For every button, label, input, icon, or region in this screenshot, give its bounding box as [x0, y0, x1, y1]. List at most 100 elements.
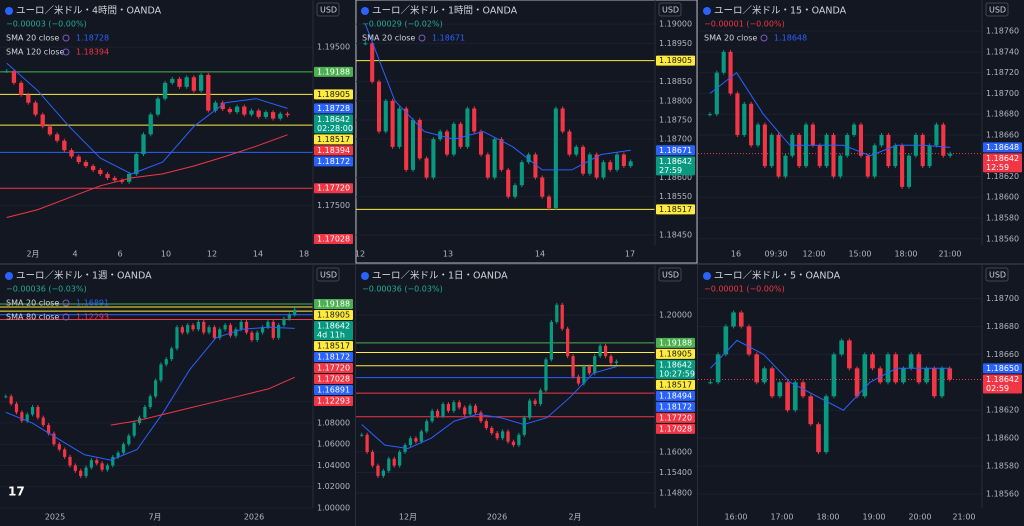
price-label: 1.18642 [986, 154, 1019, 163]
candle [213, 102, 218, 111]
candle [749, 103, 754, 146]
price-label-bg [983, 363, 1022, 374]
price-label-bg [983, 374, 1022, 394]
candle [76, 156, 81, 163]
price-label: 1.18172 [317, 352, 350, 361]
candle [249, 110, 254, 115]
candle [723, 326, 729, 355]
candle [164, 359, 168, 365]
price-label-bg [314, 103, 353, 114]
price-label-bg [656, 55, 695, 66]
price-label-bg [314, 298, 353, 309]
currency-button[interactable] [316, 267, 340, 282]
currency-button[interactable] [316, 2, 340, 17]
candle [20, 412, 24, 421]
candle [119, 180, 125, 182]
candle [603, 345, 608, 357]
candle [392, 458, 396, 466]
y-tick-label: 1.18620 [986, 172, 1019, 181]
candle [11, 70, 17, 83]
candle [571, 356, 575, 377]
candle [376, 465, 380, 476]
indicator-name[interactable]: SMA 20 close [704, 34, 757, 43]
candle [555, 304, 559, 322]
candle [538, 390, 543, 405]
price-label: 1.19188 [317, 299, 350, 308]
price-label-bg [314, 145, 353, 156]
candle [47, 126, 53, 135]
candle [609, 356, 613, 363]
currency-label[interactable]: USD [320, 6, 337, 15]
price-countdown: 4d 11h [317, 330, 345, 339]
candle [148, 396, 152, 407]
x-tick-label: 14 [253, 250, 263, 259]
price-label: 1.17720 [659, 413, 692, 422]
candle [360, 434, 364, 436]
indicator-name[interactable]: SMA 80 close [6, 313, 59, 322]
candle [816, 424, 821, 453]
x-tick-label: 13 [443, 250, 453, 259]
candle [490, 427, 494, 434]
indicator-value: 1.16891 [76, 299, 109, 308]
candle [46, 425, 51, 434]
candle [441, 404, 445, 416]
candle [105, 173, 110, 178]
indicator-name[interactable]: SMA 120 close [6, 48, 64, 57]
candle [549, 321, 554, 360]
price-label: 1.18172 [659, 402, 692, 411]
y-tick-label: 1.08000 [317, 418, 350, 427]
indicator-icon [62, 48, 70, 56]
candle [363, 43, 368, 45]
x-tick-label: 12月 [399, 513, 417, 522]
x-tick-label: 18:00 [894, 250, 917, 259]
price-countdown: 02:59 [986, 384, 1009, 393]
currency-label[interactable]: USD [989, 6, 1006, 15]
y-tick-label: 1.18760 [986, 27, 1019, 36]
indicator-name[interactable]: SMA 20 close [6, 34, 59, 43]
currency-label[interactable]: USD [989, 271, 1006, 280]
currency-button[interactable] [985, 267, 1009, 282]
price-label: 1.18494 [659, 391, 692, 400]
candle [278, 113, 283, 119]
candle [566, 328, 570, 357]
candle [132, 422, 136, 436]
symbol-icon [361, 272, 369, 280]
currency-label[interactable]: USD [320, 271, 337, 280]
candle [735, 93, 740, 135]
candle [73, 465, 77, 471]
candle [839, 340, 844, 355]
candle [714, 72, 719, 115]
currency-button[interactable] [985, 2, 1009, 17]
price-label: 1.18671 [659, 146, 692, 155]
candle [112, 177, 117, 181]
x-tick-label: 7月 [148, 513, 161, 522]
candle [387, 458, 391, 471]
candle [9, 396, 13, 404]
indicator-name[interactable]: SMA 20 close [362, 34, 415, 43]
chart-panel: 1.19500 1.17500 1.19188 1.18905 1.18728 1.186… [0, 0, 355, 263]
currency-label[interactable]: USD [662, 6, 679, 15]
indicator-name[interactable]: SMA 20 close [6, 299, 59, 308]
sma-line [110, 376, 295, 426]
currency-button[interactable] [658, 267, 682, 282]
candle [582, 366, 586, 384]
price-label-bg [656, 379, 695, 390]
price-label-bg [314, 134, 353, 145]
candle [444, 131, 450, 155]
candle [721, 51, 726, 73]
candle [576, 376, 581, 384]
x-tick-label: 12 [207, 250, 217, 259]
candle [100, 463, 104, 470]
panel-background [0, 0, 355, 263]
currency-button[interactable] [658, 2, 682, 17]
x-tick-label: 20:00 [908, 513, 931, 522]
currency-label[interactable]: USD [662, 271, 679, 280]
sma-line [364, 24, 631, 171]
candle [762, 124, 767, 167]
indicator-value: 1.18648 [774, 34, 807, 43]
x-tick-label: 17 [625, 250, 635, 259]
price-label: 1.18517 [317, 341, 350, 350]
candle [266, 321, 270, 328]
candle [121, 444, 126, 453]
